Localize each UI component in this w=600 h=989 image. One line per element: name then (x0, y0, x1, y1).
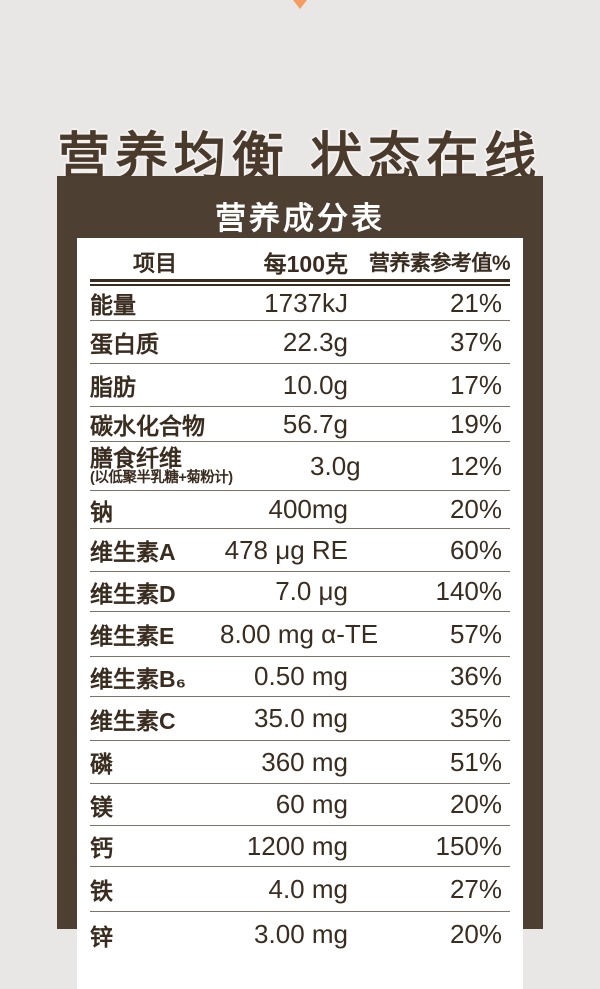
nutrition-poster: { "page": { "background_color": "#e8e7e5… (57, 0, 543, 989)
row-nrv: 17% (449, 369, 502, 400)
row-name-main: 膳食纤维 (90, 444, 182, 471)
table-row-vitamin-c: 维生素C 35.0 mg 35% (90, 697, 510, 741)
row-name: 碳水化合物 (90, 413, 205, 439)
nutrition-table: 项目 每100克 营养素参考值% 能量 1737kJ 21% 蛋白质 22.3g… (77, 238, 523, 989)
row-value: 60 mg (275, 789, 348, 819)
column-header-item: 项目 (132, 250, 177, 276)
table-row-sodium: 钠 400mg 20% (90, 491, 510, 529)
table-row-dietary-fiber: 膳食纤维 (以低聚半乳糖+菊粉计) 3.0g 12% (90, 442, 510, 491)
row-name: 蛋白质 (90, 331, 159, 357)
row-nrv: 140% (435, 576, 503, 606)
header-divider (90, 279, 510, 286)
column-header-per100g: 每100克 (263, 250, 348, 277)
row-value: 56.7g (282, 408, 348, 439)
table-row-protein: 蛋白质 22.3g 37% (90, 321, 510, 364)
table-row-energy: 能量 1737kJ 21% (90, 286, 510, 321)
row-nrv: 35% (449, 703, 502, 733)
row-nrv: 51% (449, 746, 502, 777)
row-name: 维生素A (90, 539, 176, 565)
row-value: 35.0 mg (254, 703, 348, 733)
row-value: 4.0 mg (268, 873, 349, 904)
row-name: 维生素B₆ (90, 665, 187, 692)
row-nrv: 20% (449, 919, 502, 949)
row-nrv: 19% (449, 408, 502, 439)
table-row-iron: 铁 4.0 mg 27% (90, 867, 510, 912)
row-value: 10.0g (282, 369, 348, 400)
row-name: 膳食纤维 (以低聚半乳糖+菊粉计) (90, 444, 233, 486)
row-nrv: 60% (449, 534, 502, 565)
row-value: 3.00 mg (254, 919, 348, 949)
row-value: 3.0g (310, 450, 361, 481)
row-value: 1200 mg (246, 830, 348, 861)
row-name: 维生素E (90, 623, 175, 649)
row-value: 478 μg RE (224, 534, 348, 565)
table-row-vitamin-a: 维生素A 478 μg RE 60% (90, 529, 510, 572)
row-value: 22.3g (282, 326, 348, 357)
row-nrv: 150% (435, 830, 503, 861)
nutrition-table-title: 营养成分表 (215, 201, 385, 236)
row-nrv: 36% (449, 661, 502, 691)
row-nrv: 27% (449, 873, 502, 904)
row-nrv: 12% (449, 450, 502, 481)
table-row-vitamin-b6: 维生素B₆ 0.50 mg 36% (90, 657, 510, 697)
row-value: 7.0 μg (275, 576, 348, 606)
nutrition-panel: 营养成分表 项目 每100克 营养素参考值% 能量 1737kJ 21% 蛋白质… (57, 176, 543, 989)
column-header-nrv: 营养素参考值% (368, 251, 511, 275)
table-row-phosphorus: 磷 360 mg 51% (90, 741, 510, 784)
table-row-calcium: 钙 1200 mg 150% (90, 826, 510, 867)
table-row-vitamin-e: 维生素E 8.00 mg α-TE 57% (90, 612, 510, 657)
row-value: 400mg (268, 494, 349, 524)
row-value: 1737kJ (264, 287, 348, 318)
row-name: 铁 (90, 878, 113, 904)
row-nrv: 57% (449, 618, 502, 649)
orange-arrow-tip-icon (293, 0, 307, 9)
row-nrv: 20% (449, 494, 502, 524)
table-row-zinc: 锌 3.00 mg 20% (90, 912, 510, 957)
row-name: 维生素D (90, 580, 176, 607)
row-nrv: 37% (449, 326, 502, 357)
row-value: 360 mg (261, 746, 348, 777)
table-row-vitamin-d: 维生素D 7.0 μg 140% (90, 572, 510, 612)
row-name: 维生素C (90, 707, 176, 734)
row-name: 磷 (90, 751, 113, 777)
row-nrv: 20% (449, 789, 502, 819)
row-nrv: 21% (449, 287, 502, 318)
row-name-note: (以低聚半乳糖+菊粉计) (90, 469, 233, 486)
row-name: 钠 (90, 498, 113, 525)
table-row-fat: 脂肪 10.0g 17% (90, 364, 510, 407)
table-row-magnesium: 镁 60 mg 20% (90, 784, 510, 826)
row-value: 0.50 mg (254, 661, 348, 691)
row-name: 锌 (90, 923, 113, 950)
row-name: 能量 (90, 292, 136, 318)
row-name: 镁 (90, 793, 113, 820)
row-value: 8.00 mg α-TE (220, 618, 379, 649)
row-name: 钙 (90, 835, 113, 861)
table-row-carbohydrate: 碳水化合物 56.7g 19% (90, 407, 510, 442)
row-name: 脂肪 (90, 374, 136, 400)
table-header-row: 项目 每100克 营养素参考值% (90, 244, 511, 279)
